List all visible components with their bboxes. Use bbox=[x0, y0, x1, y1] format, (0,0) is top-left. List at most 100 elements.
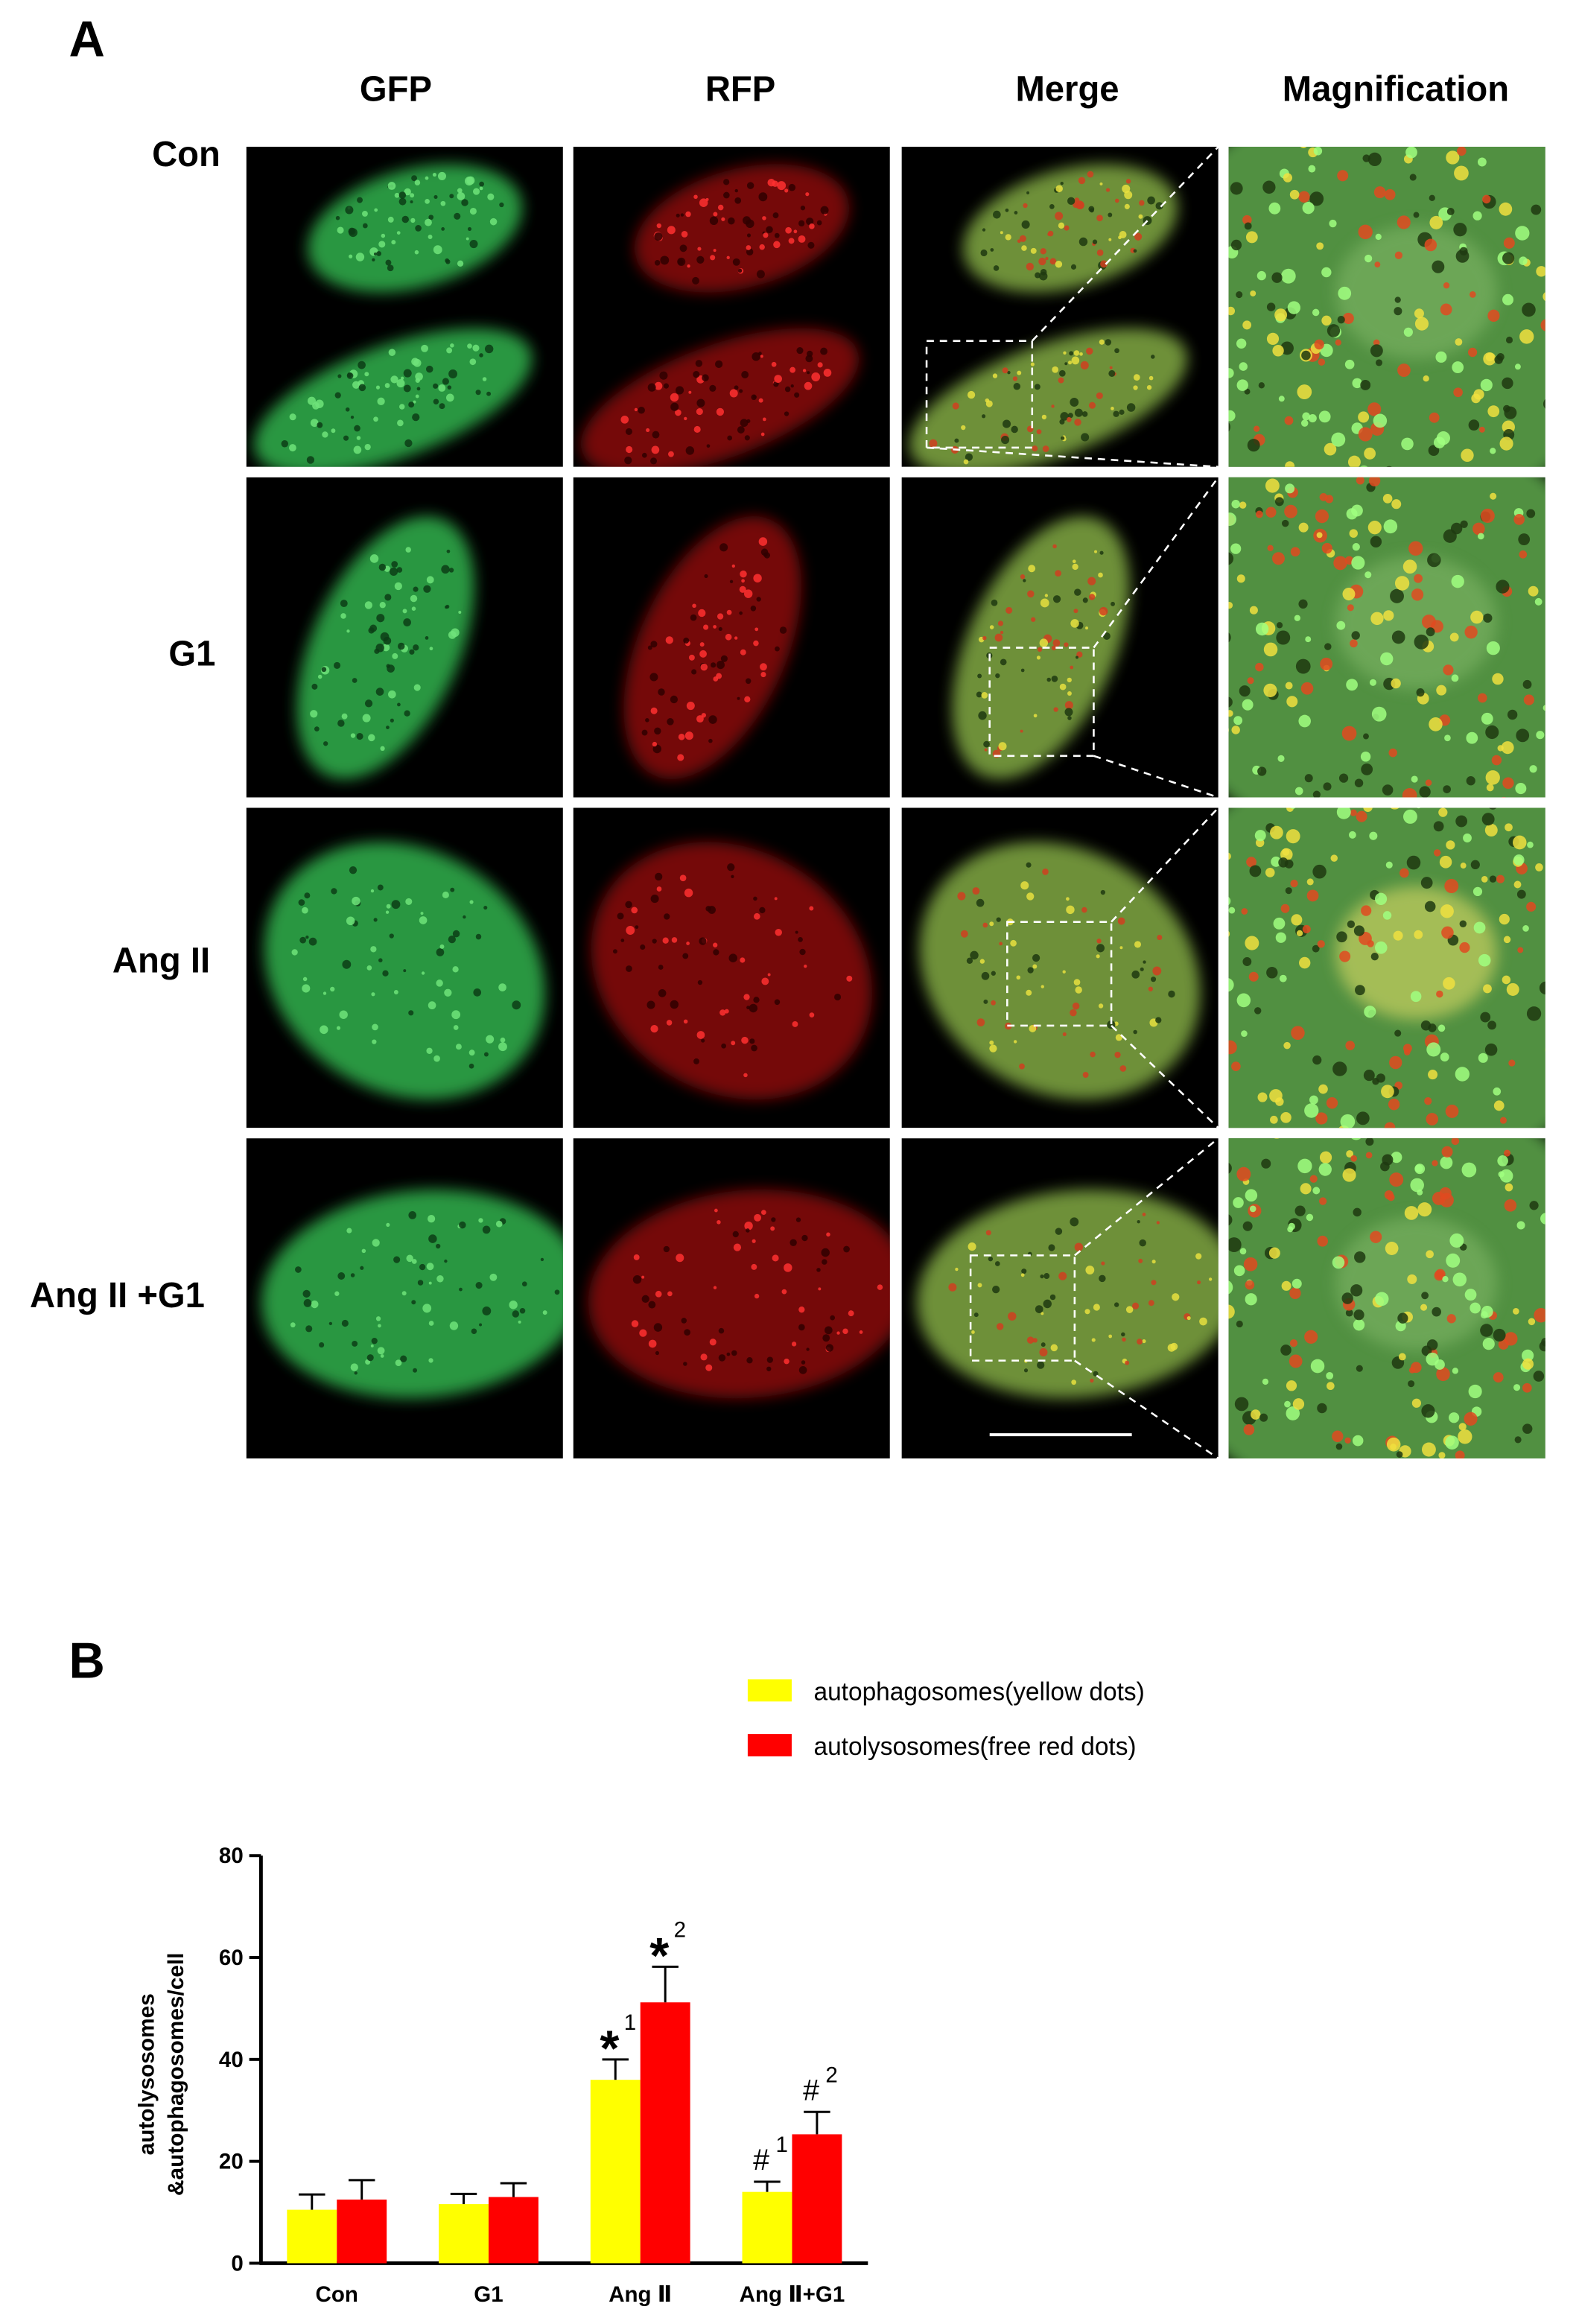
vesicle bbox=[710, 255, 716, 261]
vesicle bbox=[1101, 1261, 1105, 1266]
vesicle bbox=[798, 220, 805, 227]
vesicle bbox=[459, 1287, 463, 1292]
vesicle bbox=[1424, 238, 1437, 252]
vesicle bbox=[1546, 1029, 1559, 1041]
vesicle bbox=[1397, 215, 1411, 229]
vesicle bbox=[290, 1322, 296, 1328]
vesicle bbox=[805, 192, 810, 197]
vesicle bbox=[1374, 892, 1388, 905]
vesicle bbox=[1321, 267, 1332, 278]
vesicle bbox=[1560, 1043, 1572, 1055]
vesicle bbox=[1021, 220, 1030, 229]
vesicle bbox=[740, 570, 747, 578]
vesicle bbox=[1208, 1277, 1213, 1281]
vesicle bbox=[414, 180, 421, 185]
vesicle bbox=[1327, 324, 1341, 337]
vesicle bbox=[1361, 905, 1372, 916]
vesicle bbox=[479, 1323, 483, 1327]
vesicle bbox=[1074, 588, 1081, 596]
vesicle bbox=[482, 1225, 491, 1234]
vesicle bbox=[1345, 1041, 1356, 1050]
vesicle bbox=[977, 673, 982, 679]
vesicle bbox=[796, 347, 804, 355]
vesicle bbox=[1059, 683, 1067, 690]
vesicle bbox=[1417, 807, 1421, 809]
vesicle bbox=[1445, 1104, 1459, 1118]
significance-mark: # bbox=[753, 2144, 769, 2177]
vesicle bbox=[1284, 504, 1297, 518]
vesicle bbox=[356, 436, 361, 440]
vesicle bbox=[982, 414, 986, 419]
vesicle bbox=[450, 887, 455, 892]
vesicle bbox=[955, 1267, 959, 1271]
vesicle bbox=[711, 662, 717, 668]
vesicle bbox=[1364, 571, 1372, 579]
vesicle bbox=[1438, 1452, 1446, 1458]
vesicle bbox=[1258, 382, 1265, 389]
vesicle bbox=[1000, 231, 1003, 235]
vesicle bbox=[1137, 1339, 1143, 1345]
vesicle bbox=[1433, 849, 1441, 857]
column-header: GFP bbox=[360, 69, 432, 109]
vesicle bbox=[1360, 379, 1371, 390]
vesicle bbox=[1239, 685, 1251, 697]
vesicle bbox=[1526, 901, 1537, 912]
vesicle bbox=[404, 439, 413, 448]
vesicle bbox=[631, 907, 638, 914]
vesicle bbox=[754, 627, 759, 632]
vesicle bbox=[1294, 615, 1300, 621]
vesicle bbox=[512, 1000, 521, 1010]
vesicle bbox=[1228, 1237, 1242, 1252]
vesicle bbox=[303, 1299, 312, 1307]
zoom-line bbox=[1074, 1359, 1219, 1460]
vesicle bbox=[1385, 861, 1393, 869]
vesicle bbox=[1262, 1378, 1269, 1385]
vesicle bbox=[1242, 699, 1254, 711]
vesicle bbox=[1398, 1353, 1406, 1361]
vesicle bbox=[448, 935, 456, 944]
vesicle bbox=[977, 1283, 982, 1288]
vesicle bbox=[655, 1350, 660, 1356]
vesicle bbox=[1228, 602, 1233, 609]
cell bbox=[580, 328, 860, 467]
vesicle bbox=[1143, 960, 1146, 964]
vesicle bbox=[1041, 985, 1044, 988]
vesicle bbox=[1519, 329, 1534, 344]
vesicle bbox=[1515, 226, 1530, 241]
vesicle bbox=[425, 199, 430, 204]
vesicle bbox=[1414, 308, 1424, 319]
vesicle bbox=[1331, 432, 1346, 447]
vesicle bbox=[1376, 1127, 1384, 1135]
vesicle bbox=[746, 1357, 753, 1364]
vesicle bbox=[404, 710, 410, 717]
vesicle bbox=[781, 1289, 787, 1295]
vesicle bbox=[729, 580, 734, 583]
vesicle bbox=[1503, 936, 1511, 944]
vesicle bbox=[372, 1039, 377, 1044]
vesicle bbox=[478, 1218, 483, 1223]
vesicle bbox=[1289, 1354, 1303, 1368]
y-tick-label: 60 bbox=[219, 1946, 244, 1970]
vesicle bbox=[1067, 716, 1072, 720]
vesicle bbox=[366, 1354, 374, 1362]
zoom-line bbox=[1074, 1137, 1219, 1257]
vesicle bbox=[1254, 1007, 1262, 1015]
vesicle bbox=[1504, 1149, 1511, 1157]
vesicle bbox=[1411, 588, 1424, 601]
vesicle bbox=[1275, 1097, 1284, 1106]
vesicle bbox=[1139, 1239, 1146, 1247]
bar bbox=[439, 2204, 489, 2264]
vesicle bbox=[1119, 946, 1123, 950]
vesicle bbox=[1315, 1112, 1328, 1125]
vesicle bbox=[641, 1275, 645, 1279]
vesicle bbox=[1074, 419, 1081, 426]
vesicle bbox=[1513, 1384, 1521, 1391]
vesicle bbox=[1394, 251, 1403, 260]
vesicle bbox=[461, 199, 468, 206]
vesicle bbox=[1230, 543, 1242, 554]
vesicle bbox=[372, 1023, 378, 1031]
vesicle bbox=[358, 361, 366, 369]
vesicle bbox=[766, 1356, 773, 1363]
vesicle bbox=[1087, 171, 1094, 178]
vesicle bbox=[403, 384, 411, 393]
